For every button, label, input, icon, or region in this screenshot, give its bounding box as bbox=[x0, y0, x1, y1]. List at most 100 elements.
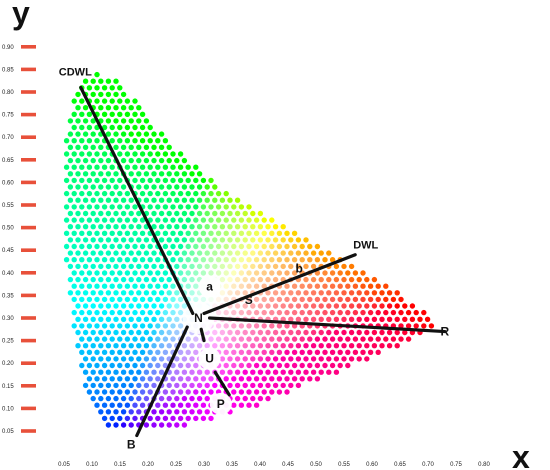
gamut-dot bbox=[155, 362, 161, 369]
gamut-dot bbox=[117, 362, 123, 369]
gamut-dot bbox=[371, 303, 378, 309]
gamut-dot bbox=[105, 356, 112, 362]
gamut-dot bbox=[101, 164, 108, 170]
y-tick-mark bbox=[21, 429, 36, 433]
gamut-dot bbox=[242, 290, 248, 296]
gamut-dot bbox=[98, 276, 104, 283]
gamut-dot bbox=[158, 395, 165, 402]
gamut-dot bbox=[132, 230, 138, 236]
gamut-dot bbox=[136, 329, 142, 336]
gamut-dot bbox=[341, 329, 347, 336]
gamut-dot bbox=[86, 389, 93, 395]
gamut-dot bbox=[231, 362, 237, 369]
gamut-dot bbox=[120, 105, 127, 111]
gamut-dot bbox=[181, 276, 188, 283]
gamut-dot bbox=[117, 85, 123, 91]
gamut-dot bbox=[318, 329, 324, 336]
gamut-dot bbox=[82, 78, 89, 84]
gamut-dot bbox=[105, 409, 112, 415]
gamut-dot bbox=[105, 237, 112, 243]
gamut-dot bbox=[383, 336, 389, 342]
gamut-dot bbox=[67, 197, 74, 203]
wavelength-lines bbox=[79, 85, 447, 438]
gamut-dot bbox=[284, 257, 290, 263]
gamut-dot bbox=[117, 323, 123, 329]
gamut-dot bbox=[109, 230, 115, 236]
gamut-dot bbox=[128, 210, 134, 217]
gamut-dot bbox=[417, 316, 423, 322]
gamut-dot bbox=[113, 171, 119, 177]
gamut-dot bbox=[269, 243, 275, 250]
gamut-dot bbox=[147, 190, 153, 197]
gamut-dot bbox=[189, 263, 195, 270]
gamut-dot bbox=[326, 276, 332, 283]
gamut-dot bbox=[348, 276, 355, 283]
gamut-dot bbox=[364, 290, 370, 296]
gamut-dot bbox=[90, 263, 96, 270]
gamut-dot bbox=[75, 263, 81, 270]
gamut-dot bbox=[132, 415, 138, 422]
gamut-dot bbox=[280, 237, 286, 243]
gamut-dot bbox=[379, 329, 385, 336]
gamut-dot bbox=[79, 349, 85, 355]
gamut-dot bbox=[269, 362, 275, 369]
gamut-dot bbox=[120, 409, 127, 415]
gamut-dot bbox=[181, 184, 188, 190]
gamut-dot bbox=[75, 144, 81, 150]
gamut-dot bbox=[250, 356, 256, 362]
gamut-dot bbox=[364, 343, 370, 349]
gamut-dot bbox=[113, 343, 119, 349]
gamut-dot bbox=[394, 316, 400, 322]
gamut-dot bbox=[371, 290, 378, 296]
gamut-dot bbox=[143, 290, 150, 296]
gamut-dot bbox=[341, 343, 347, 349]
gamut-dot bbox=[257, 276, 264, 283]
gamut-dot bbox=[272, 276, 279, 283]
gamut-dot bbox=[86, 124, 93, 131]
gamut-dot bbox=[204, 395, 210, 402]
y-tick-label: 0.10 bbox=[2, 406, 14, 412]
gamut-dot bbox=[124, 190, 131, 197]
gamut-dot bbox=[246, 204, 252, 210]
gamut-dot bbox=[98, 263, 104, 270]
gamut-dot bbox=[94, 85, 100, 91]
gamut-dot bbox=[124, 336, 131, 342]
gamut-dot bbox=[113, 184, 119, 190]
gamut-dot bbox=[139, 124, 146, 131]
gamut-dot bbox=[227, 237, 233, 243]
gamut-dot bbox=[147, 336, 153, 342]
y-tick-label: 0.90 bbox=[2, 45, 14, 51]
gamut-dot bbox=[139, 376, 146, 382]
gamut-dot bbox=[223, 296, 229, 303]
x-tick-label: 0.75 bbox=[450, 462, 462, 468]
gamut-dot bbox=[162, 349, 169, 355]
gamut-dot bbox=[101, 177, 108, 184]
gamut-dot bbox=[200, 204, 207, 210]
gamut-dot bbox=[272, 303, 279, 309]
gamut-dot bbox=[193, 230, 199, 236]
y-tick-label: 0.25 bbox=[2, 339, 14, 345]
gamut-dot bbox=[326, 329, 332, 336]
gamut-dot bbox=[265, 263, 271, 270]
gamut-dot bbox=[120, 356, 127, 362]
gamut-dot bbox=[94, 204, 100, 210]
gamut-dot bbox=[109, 190, 115, 197]
gamut-dot bbox=[90, 91, 96, 98]
gamut-dot bbox=[151, 144, 157, 150]
gamut-dot bbox=[101, 415, 108, 422]
gamut-dot bbox=[158, 276, 165, 283]
gamut-dot bbox=[128, 118, 134, 124]
gamut-dot bbox=[234, 303, 241, 309]
gamut-dot bbox=[101, 257, 108, 263]
gamut-dot bbox=[185, 376, 191, 382]
gamut-dot bbox=[246, 376, 252, 382]
gamut-dot bbox=[67, 237, 74, 243]
gamut-dot bbox=[113, 78, 119, 84]
gamut-dot bbox=[219, 356, 226, 362]
gamut-dot bbox=[295, 263, 302, 270]
gamut-dot bbox=[143, 184, 150, 190]
gamut-dot bbox=[170, 402, 176, 408]
gamut-dot bbox=[94, 230, 100, 236]
gamut-dot bbox=[94, 389, 100, 395]
gamut-dot bbox=[219, 263, 226, 270]
